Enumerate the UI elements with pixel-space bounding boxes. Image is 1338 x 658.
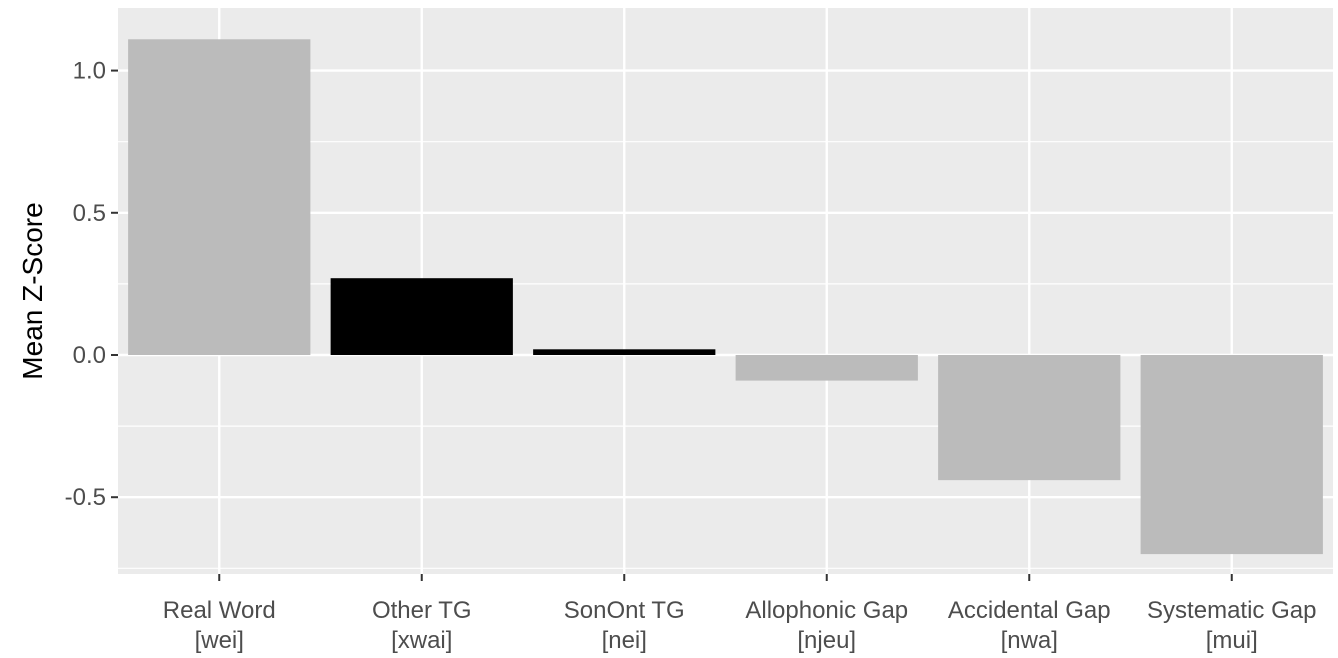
x-axis: Real Word [wei] Other TG [xwai] SonOnt TG [ne… [163, 574, 1316, 654]
x-tick-label: Systematic Gap [1147, 597, 1316, 624]
bar-accidental-gap [938, 354, 1121, 481]
bar-systematic-gap [1140, 354, 1323, 555]
x-tick-label: Other TG [372, 597, 472, 624]
minor-gridlines [118, 141, 1333, 569]
bar-allophonic-gap [735, 354, 918, 381]
y-tick-label: -0.5 [65, 484, 106, 511]
y-axis-title: Mean Z-Score [17, 202, 48, 379]
x-tick-sublabel: [njeu] [797, 627, 856, 654]
bar-real-word [128, 39, 311, 355]
bar-other-tg [330, 278, 513, 355]
plot-panel [118, 8, 1333, 574]
y-tick-label: 0.0 [73, 342, 106, 369]
x-tick-label: Allophonic Gap [745, 597, 908, 624]
y-tick-label: 0.5 [73, 200, 106, 227]
bar-sonont-tg [533, 349, 716, 355]
y-tick-label: 1.0 [73, 58, 106, 85]
x-tick-sublabel: [nei] [602, 627, 647, 654]
y-axis: 1.0 0.5 0.0 -0.5 [65, 58, 118, 511]
x-tick-sublabel: [wei] [195, 627, 244, 654]
x-tick-label: Real Word [163, 597, 276, 624]
x-tick-label: SonOnt TG [564, 597, 685, 624]
x-tick-label: Accidental Gap [948, 597, 1111, 624]
x-tick-sublabel: [xwai] [391, 627, 452, 654]
bars [128, 39, 1323, 555]
x-tick-sublabel: [nwa] [1001, 627, 1058, 654]
x-tick-sublabel: [mui] [1206, 627, 1258, 654]
